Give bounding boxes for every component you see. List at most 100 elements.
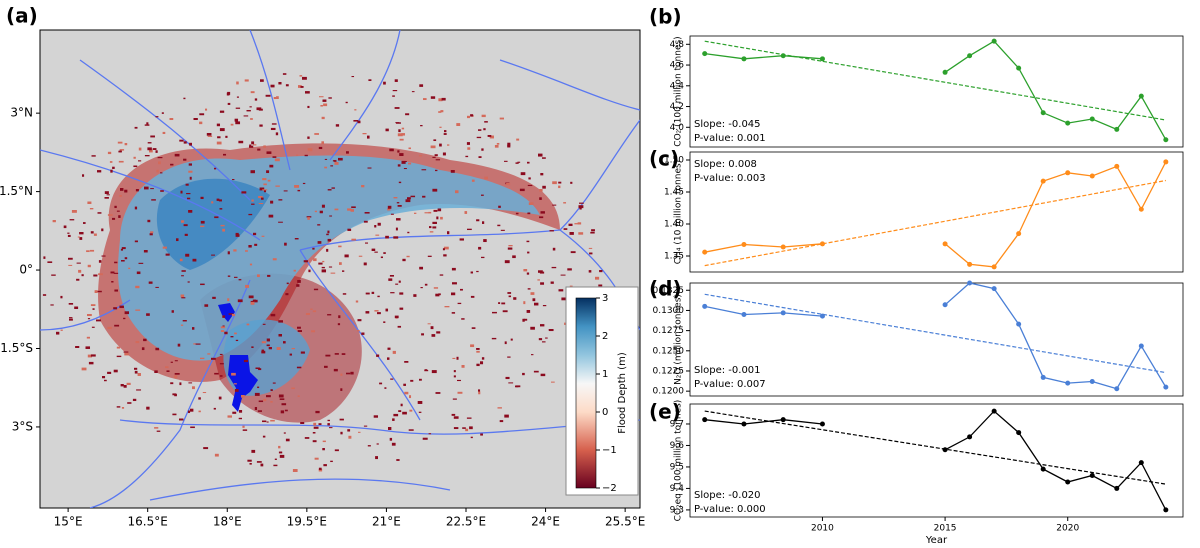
speckle xyxy=(323,464,327,467)
speckle xyxy=(96,319,101,322)
speckle xyxy=(138,262,144,264)
speckle xyxy=(396,202,400,204)
speckle xyxy=(248,213,253,216)
speckle xyxy=(235,234,240,237)
speckle xyxy=(497,224,501,227)
speckle xyxy=(561,297,566,301)
colorbar xyxy=(575,297,597,489)
speckle xyxy=(471,327,476,329)
speckle xyxy=(411,91,415,93)
speckle xyxy=(47,261,53,263)
speckle xyxy=(523,269,528,272)
speckle xyxy=(408,147,411,150)
speckle xyxy=(231,314,236,317)
data-point xyxy=(1138,93,1144,99)
speckle xyxy=(214,372,219,375)
y-tick-label: 4.2 xyxy=(670,102,684,112)
speckle xyxy=(300,86,304,88)
flood-deep xyxy=(156,178,270,270)
speckle xyxy=(283,190,288,192)
speckle xyxy=(440,216,443,220)
speckle xyxy=(508,295,512,298)
speckle xyxy=(387,347,391,350)
speckle xyxy=(598,284,603,287)
speckle xyxy=(234,332,237,335)
colorbar-tick-label: 0 xyxy=(602,407,608,418)
speckle xyxy=(184,233,188,236)
data-point xyxy=(819,241,825,247)
y-tick-label: 9.6 xyxy=(670,441,685,451)
speckle xyxy=(499,117,504,120)
speckle xyxy=(432,221,437,224)
speckle xyxy=(409,395,412,399)
speckle xyxy=(326,233,329,236)
speckle xyxy=(364,212,370,214)
y-axis-label: CO₂ (100 million tonnes) xyxy=(674,36,684,146)
speckle xyxy=(456,123,461,127)
speckle xyxy=(120,384,124,387)
speckle xyxy=(375,456,378,460)
speckle xyxy=(387,357,390,360)
speckle xyxy=(110,169,113,173)
speckle xyxy=(211,254,216,256)
speckle xyxy=(148,281,153,284)
x-tick-label: 21°E xyxy=(372,515,401,529)
speckle xyxy=(241,191,247,194)
speckle xyxy=(258,368,262,371)
y-tick-label: 1.5°N xyxy=(0,184,33,198)
speckle xyxy=(94,290,98,294)
speckle xyxy=(186,193,191,195)
speckle xyxy=(540,324,545,327)
speckle xyxy=(113,307,118,310)
speckle xyxy=(337,323,341,326)
speckle xyxy=(320,105,323,107)
speckle xyxy=(588,247,593,249)
speckle xyxy=(568,223,573,226)
speckle xyxy=(124,189,128,193)
speckle xyxy=(239,410,243,413)
speckle xyxy=(439,126,442,128)
speckle xyxy=(435,169,438,172)
speckle xyxy=(367,135,370,139)
speckle xyxy=(312,247,315,250)
speckle xyxy=(121,407,125,409)
y-tick-label: 4.4 xyxy=(670,81,685,91)
speckle xyxy=(250,91,255,94)
speckle xyxy=(451,292,456,296)
data-point xyxy=(819,313,825,319)
speckle xyxy=(410,195,416,198)
speckle xyxy=(589,252,593,255)
data-point xyxy=(1065,120,1071,126)
speckle xyxy=(329,215,333,217)
speckle xyxy=(424,283,428,286)
speckle xyxy=(527,184,533,187)
speckle xyxy=(278,394,284,398)
speckle xyxy=(299,75,303,77)
speckle xyxy=(219,110,225,113)
speckle xyxy=(250,118,253,120)
speckle xyxy=(88,361,94,365)
speckle xyxy=(43,256,46,259)
speckle xyxy=(422,437,428,440)
speckle xyxy=(453,370,456,373)
speckle xyxy=(523,301,526,305)
speckle xyxy=(405,199,411,203)
speckle xyxy=(417,401,423,404)
speckle xyxy=(279,398,285,400)
data-point xyxy=(741,421,747,427)
speckle xyxy=(179,382,182,386)
speckle xyxy=(407,231,410,234)
speckle xyxy=(161,112,164,114)
speckle xyxy=(119,149,122,153)
lake xyxy=(228,355,258,412)
speckle xyxy=(120,188,124,191)
speckle xyxy=(200,225,205,228)
speckle xyxy=(334,208,339,211)
speckle xyxy=(251,203,255,205)
speckle xyxy=(434,154,438,157)
data-point xyxy=(942,69,948,75)
speckle xyxy=(187,197,191,200)
speckle xyxy=(389,148,394,152)
speckle xyxy=(476,348,480,350)
speckle xyxy=(481,114,486,118)
